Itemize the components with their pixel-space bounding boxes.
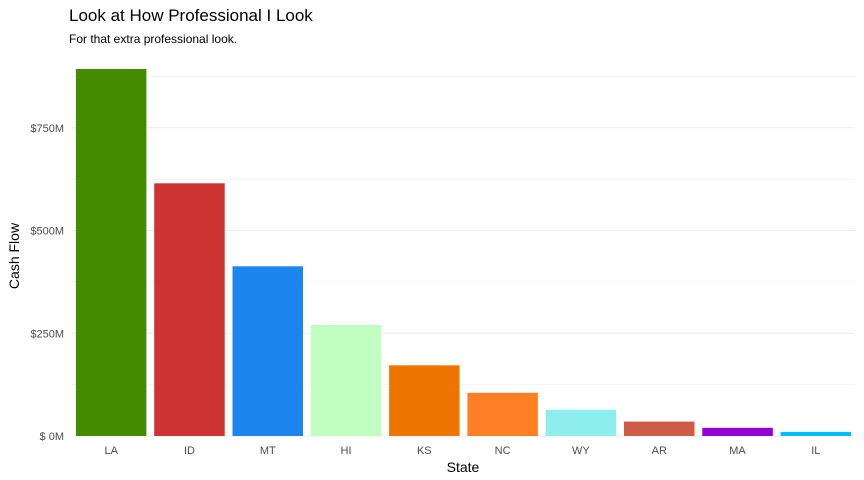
x-tick-label: HI	[341, 445, 352, 457]
bar-hi	[310, 325, 382, 436]
bar-id	[154, 183, 225, 436]
x-tick-label: LA	[104, 445, 118, 457]
bar-nc	[467, 392, 538, 436]
y-axis-ticks: $ 0M $250M $500M $750M	[30, 123, 64, 443]
x-tick-label: MT	[260, 445, 276, 457]
y-axis-title: Cash Flow	[6, 222, 22, 289]
bar-wy	[545, 409, 617, 436]
chart-subtitle: For that extra professional look.	[69, 32, 238, 46]
y-tick-label: $250M	[30, 328, 64, 340]
bar-ma	[702, 427, 773, 436]
x-tick-label: NC	[495, 445, 511, 457]
y-tick-label: $500M	[30, 226, 64, 238]
chart-title: Look at How Professional I Look	[69, 6, 313, 25]
y-tick-label: $ 0M	[40, 431, 64, 443]
x-tick-label: KS	[417, 445, 432, 457]
bar-la	[75, 69, 147, 436]
x-tick-label: WY	[572, 445, 590, 457]
x-axis-ticks: LA ID MT HI KS NC WY AR MA IL	[104, 445, 820, 457]
x-axis-title: State	[447, 459, 480, 475]
y-tick-label: $750M	[30, 123, 64, 135]
x-tick-label: MA	[729, 445, 746, 457]
bars	[75, 69, 852, 436]
bar-il	[780, 431, 852, 436]
x-tick-label: IL	[811, 445, 820, 457]
x-tick-label: AR	[652, 445, 667, 457]
x-tick-label: ID	[184, 445, 195, 457]
bar-ks	[389, 365, 460, 436]
bar-mt	[232, 266, 303, 436]
bar-ar	[624, 421, 695, 436]
